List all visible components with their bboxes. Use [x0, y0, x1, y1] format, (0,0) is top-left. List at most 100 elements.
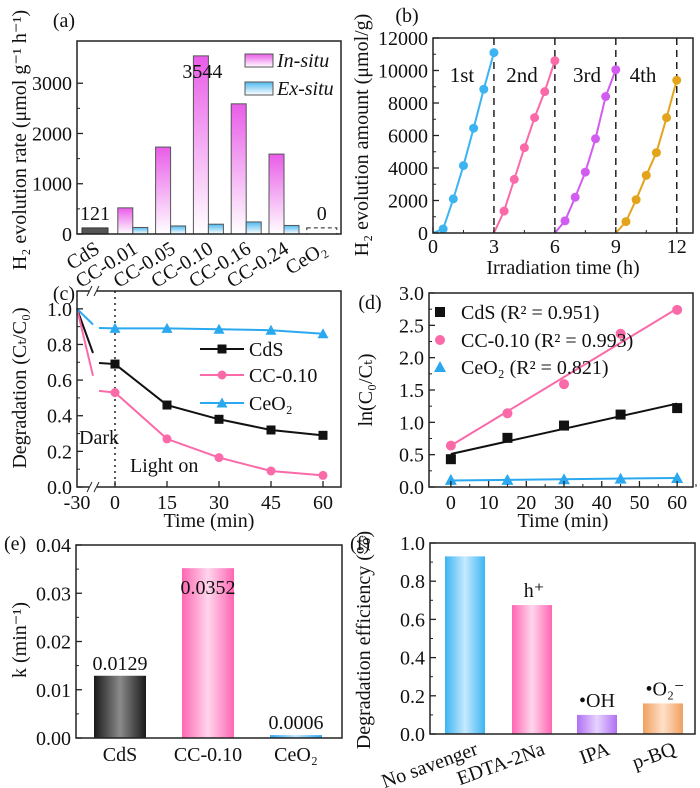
scavenger-species-label: h⁺: [524, 580, 545, 602]
y-tick-label: 10000: [378, 61, 428, 83]
legend-label: In-situ: [276, 50, 329, 72]
y-tick-label: 0.03: [36, 583, 71, 605]
data-point-triangle: [265, 324, 277, 335]
y-tick-label: 0.2: [400, 686, 425, 708]
x-tick-label: 3: [489, 236, 499, 258]
dark-label: Dark: [79, 427, 119, 449]
y-axis-label: Degradation efficiency (%): [353, 531, 375, 749]
legend-swatch: [244, 81, 274, 96]
data-point-square: [266, 425, 276, 435]
panel-label-d: (d): [358, 292, 381, 314]
x-tick-label: CdS: [103, 744, 137, 766]
x-tick-label: 6: [550, 236, 560, 258]
value-label: 3544: [182, 61, 222, 83]
x-tick-label: 50: [629, 492, 649, 514]
x-tick-label: IPA: [577, 738, 614, 769]
bar-in-situ: [230, 103, 247, 235]
data-point-square: [672, 403, 683, 414]
y-tick-label: 1.0: [47, 299, 72, 321]
x-tick-label: 60: [667, 492, 687, 514]
legend-label: CC-0.10 (R² = 0.993): [461, 330, 633, 352]
panel-label-b: (b): [395, 5, 418, 27]
data-point-circle: [550, 56, 560, 66]
y-axis-label: k (min⁻¹): [9, 602, 31, 678]
data-point-circle: [651, 148, 661, 158]
y-tick-label: 6000: [388, 126, 428, 148]
x-tick-label: 20: [516, 492, 536, 514]
value-label: 121: [80, 203, 110, 225]
x-tick-label: 40: [592, 492, 612, 514]
plot-frame: [76, 40, 342, 235]
y-tick-label: 2000: [32, 123, 72, 145]
y-tick-label: 3000: [32, 73, 72, 95]
data-point-circle: [559, 379, 570, 390]
data-point-triangle: [434, 361, 446, 372]
axis-break-mark: [93, 285, 100, 297]
x-tick-label: 60: [313, 492, 333, 514]
y-tick-label: 3.0: [399, 283, 424, 305]
x-tick-label: 0: [428, 236, 438, 258]
y-tick-label: 0.6: [400, 609, 425, 631]
data-point-circle: [530, 113, 540, 123]
data-point-triangle: [109, 322, 121, 333]
x-tick-label: 15: [157, 492, 177, 514]
legend-label: CC-0.10: [249, 365, 317, 387]
y-tick-label: 4000: [388, 158, 428, 180]
data-point-circle: [266, 466, 276, 476]
data-point-circle: [611, 65, 621, 75]
y-tick-label: 0.4: [47, 406, 72, 428]
data-point-triangle: [317, 328, 329, 339]
legend-label: CeO₂ (R² = 0.821): [461, 357, 609, 379]
data-point-triangle: [444, 473, 457, 485]
bar-CC-0.10: [182, 568, 234, 738]
panel-f: No savengerh⁺EDTA-2Na•OHIPA•O₂⁻p-BQ0.00.…: [350, 531, 696, 788]
legend-swatch: [244, 53, 274, 68]
axis-break-mark: [86, 285, 93, 297]
data-point-circle: [110, 388, 120, 398]
data-point-square: [217, 344, 227, 354]
value-label: 0.0006: [269, 712, 324, 734]
x-tick-label: 0: [446, 492, 456, 514]
panel-label-e: (e): [4, 533, 26, 555]
plot-frame: [76, 290, 342, 488]
series-4th: 4th: [615, 63, 682, 234]
panel-b: 1st 2nd 3rd 4th 0 2000 4000 6000 8000 10000 12000 0…: [351, 5, 694, 279]
series-CeO₂: [444, 471, 684, 485]
legend-label: CeO₂: [249, 393, 293, 415]
data-point-square: [435, 307, 445, 317]
x-tick-label: CeO₂: [282, 238, 331, 280]
data-point-circle: [560, 216, 570, 226]
scavenger-species-label: •OH: [579, 690, 615, 712]
data-point-circle: [469, 123, 479, 133]
axis-break-gap: [89, 288, 97, 294]
cycle-label: 4th: [630, 63, 657, 87]
y-tick-label: 0.0: [399, 477, 424, 499]
series-CeO₂: [76, 308, 329, 339]
cycle-label: 1st: [450, 63, 475, 87]
data-point-circle: [502, 408, 513, 419]
x-tick-label: 45: [261, 492, 281, 514]
bar-No savenger: [445, 556, 485, 734]
y-axis-label: H₂ evolution rate (μmol g⁻¹ h⁻¹): [9, 10, 31, 270]
data-point-circle: [641, 170, 651, 180]
value-label: 0.0352: [181, 577, 236, 599]
x-axis-label: Irradiation time (h): [486, 257, 639, 279]
dark-segment: [76, 308, 94, 377]
cycle-label: 3rd: [573, 63, 601, 87]
data-point-triangle: [501, 473, 514, 485]
y-tick-label: 0: [418, 223, 428, 245]
data-point-triangle: [213, 323, 225, 334]
series-1st: 1st: [432, 48, 499, 234]
data-point-triangle: [161, 322, 173, 333]
series-2nd: 2nd: [493, 56, 560, 234]
data-point-circle: [214, 453, 224, 463]
y-tick-label: 0.0: [400, 724, 425, 746]
axis-break-mark: [86, 481, 93, 493]
bar-CdS: [94, 675, 146, 738]
y-tick-label: 0.0: [47, 477, 72, 499]
fit-line: [450, 307, 678, 447]
data-point-circle: [591, 134, 600, 144]
x-tick-label: CeO₂: [274, 744, 318, 766]
x-tick-label: -30: [64, 492, 91, 514]
